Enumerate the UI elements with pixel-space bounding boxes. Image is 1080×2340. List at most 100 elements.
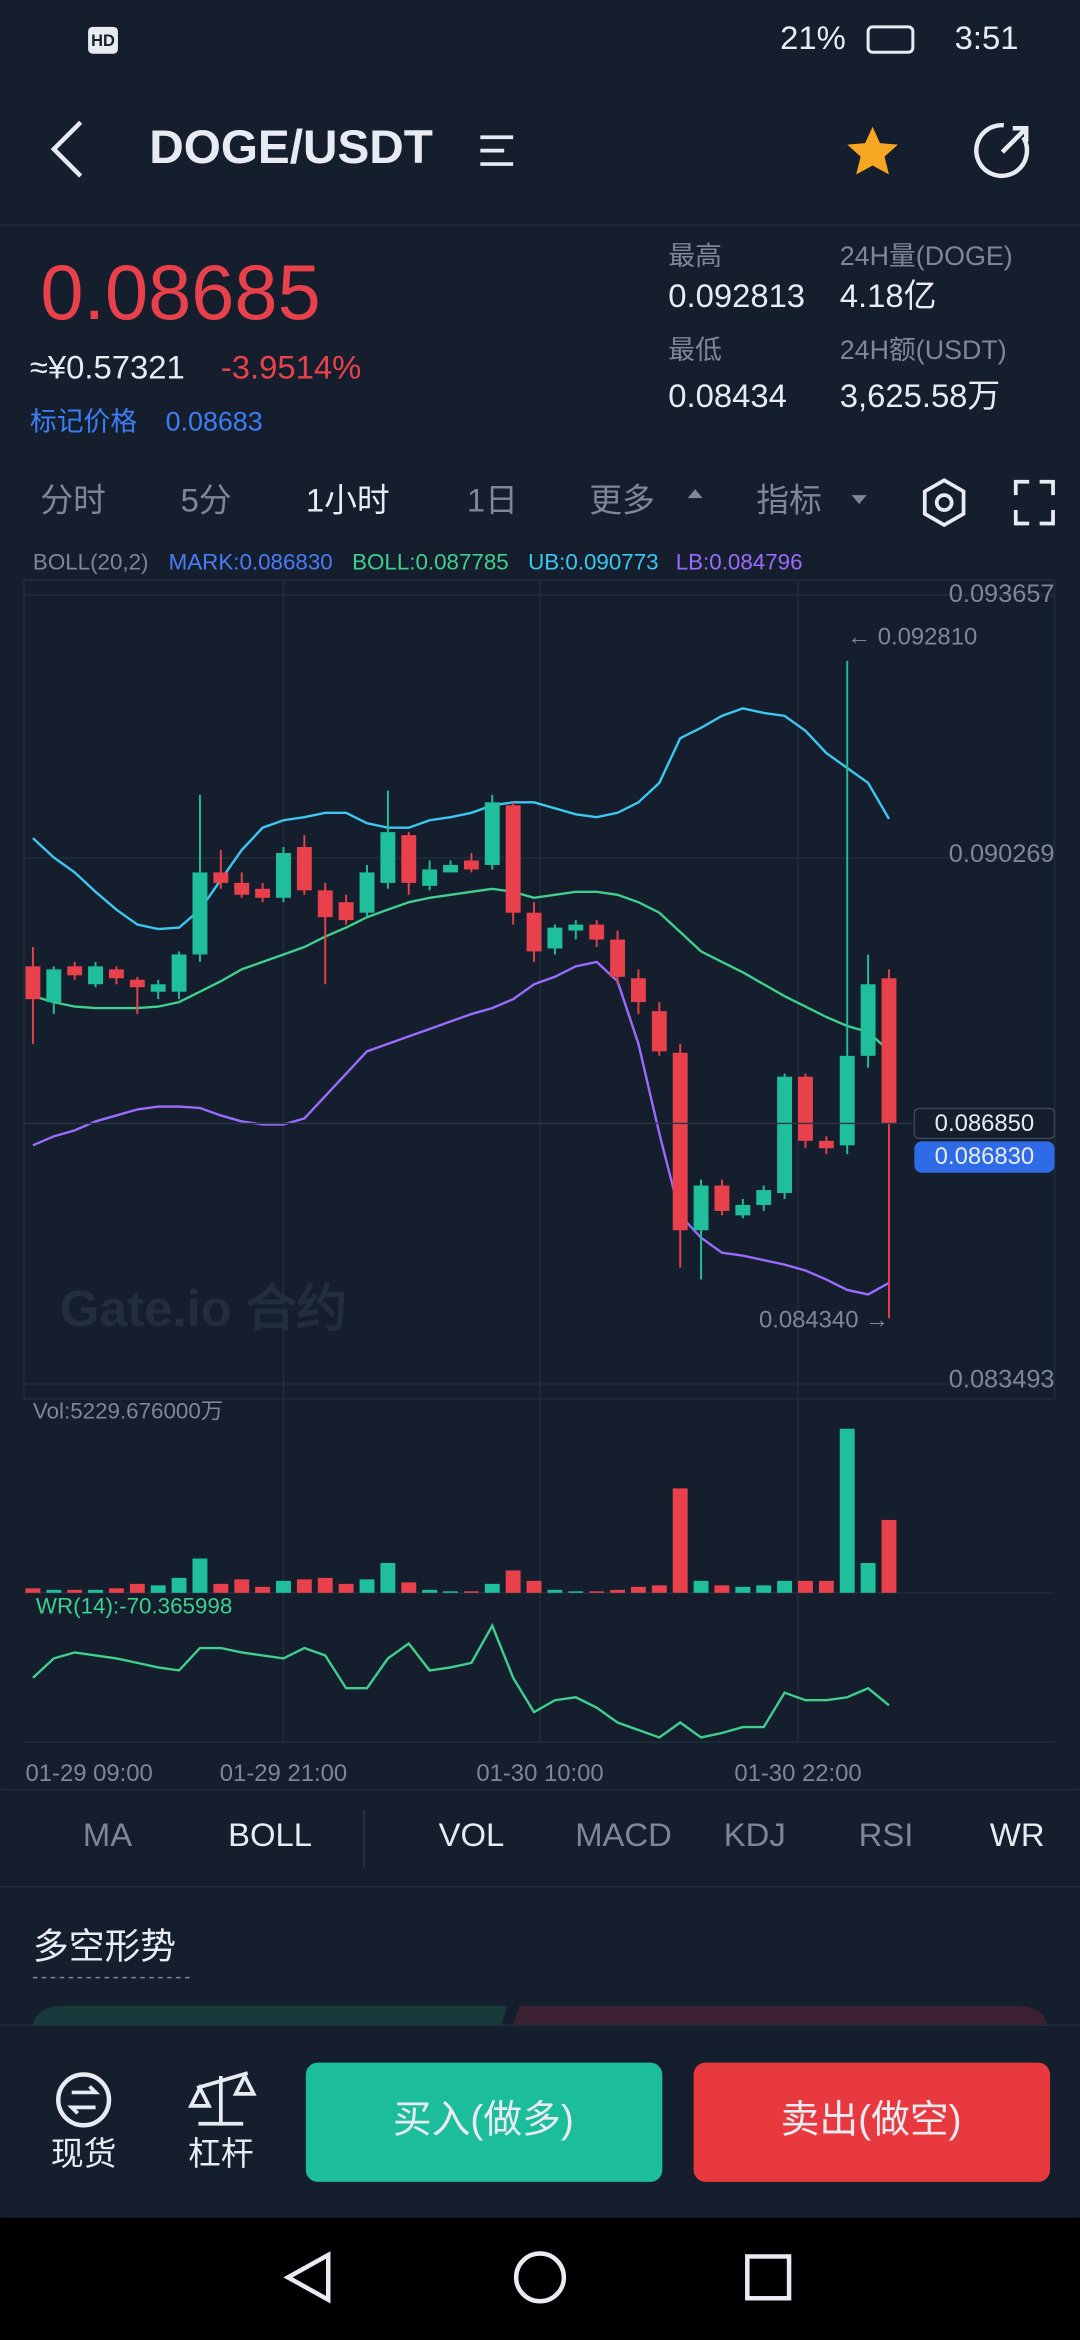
candle-body — [88, 966, 104, 985]
nav-label[interactable]: 现货 — [51, 2135, 117, 2172]
volume-bar — [192, 1558, 208, 1593]
volume-bar — [276, 1580, 291, 1593]
candle-body — [860, 984, 876, 1056]
spot-icon[interactable] — [56, 2072, 112, 2128]
indicator-tab[interactable]: MA — [83, 1816, 132, 1853]
clock: 3:51 — [955, 19, 1019, 56]
indicator-legend: BOLL:0.087785 — [352, 550, 509, 575]
hd-badge — [88, 26, 118, 54]
volume-bar — [610, 1589, 626, 1593]
volume-bar — [317, 1577, 333, 1593]
nav-recent[interactable] — [745, 2254, 792, 2301]
status-badge: HD — [91, 32, 115, 50]
candle-body — [526, 912, 542, 952]
volume-bar — [777, 1580, 793, 1593]
back-button[interactable] — [50, 120, 83, 178]
buy-button[interactable] — [305, 2062, 663, 2182]
volume-bar — [756, 1585, 772, 1593]
pair-title[interactable]: DOGE/USDT — [149, 121, 433, 174]
candle-body — [568, 924, 584, 931]
stat-label: 最高 — [668, 241, 722, 271]
interval-tab[interactable]: 分时 — [40, 481, 106, 518]
indicator-tab[interactable]: WR — [990, 1816, 1045, 1853]
candle-body — [547, 927, 563, 949]
dropdown-arrow — [687, 489, 703, 499]
candle-body — [443, 864, 458, 873]
settings-icon[interactable] — [922, 478, 966, 528]
share-icon[interactable] — [974, 123, 1030, 179]
candle-body — [463, 860, 479, 870]
stat-value: 3,625.58万 — [840, 377, 1000, 414]
volume-bar — [255, 1586, 271, 1593]
candle-body — [484, 802, 500, 865]
candle-body — [651, 1011, 667, 1052]
candle-body — [589, 924, 605, 940]
indicator-tab[interactable]: BOLL — [228, 1816, 312, 1853]
short-bar — [513, 2005, 1048, 2026]
indicator-legend: UB:0.090773 — [528, 550, 659, 575]
candle-body — [234, 882, 250, 895]
section-title: 多空形势 — [33, 1927, 176, 1967]
indicator-legend: MARK:0.086830 — [169, 550, 333, 575]
x-tick-label: 01-30 10:00 — [476, 1760, 603, 1787]
volume-bar — [693, 1580, 709, 1593]
volume-bar — [735, 1586, 751, 1593]
stat-value: 4.18亿 — [840, 277, 937, 314]
boll-line — [32, 887, 890, 1052]
buy-label[interactable]: 买入(做多) — [393, 2098, 574, 2141]
favorite-star[interactable] — [847, 126, 898, 175]
sell-button[interactable] — [693, 2062, 1051, 2182]
candle-body — [108, 969, 124, 979]
price-tag-label: 0.086830 — [935, 1143, 1035, 1170]
wr-line — [32, 1622, 890, 1739]
interval-tab[interactable]: 1小时 — [306, 481, 390, 518]
candle-body — [693, 1185, 709, 1231]
volume-bar — [547, 1589, 563, 1593]
nav-back[interactable] — [283, 2251, 331, 2304]
candle-body — [630, 978, 646, 1003]
price-tag-label: 0.086850 — [935, 1110, 1035, 1137]
nav-label[interactable]: 杠杆 — [188, 2135, 254, 2172]
interval-tab[interactable]: 指标 — [756, 481, 822, 518]
settings-icon — [934, 493, 954, 512]
battery-icon — [866, 25, 915, 54]
indicator-tab[interactable]: VOL — [439, 1816, 505, 1853]
candle-body — [46, 969, 62, 1003]
pair-menu-icon[interactable] — [480, 135, 514, 166]
volume-bar — [860, 1562, 876, 1593]
volume-bar — [401, 1582, 417, 1593]
candle-body — [505, 805, 521, 913]
margin-icon[interactable] — [187, 2071, 257, 2126]
volume-bar — [234, 1579, 250, 1593]
sell-label[interactable]: 卖出(做空) — [781, 2098, 962, 2141]
indicator-tab[interactable]: KDJ — [724, 1816, 786, 1853]
volume-bar — [463, 1591, 479, 1593]
interval-tab[interactable]: 1日 — [467, 481, 518, 518]
volume-bar — [881, 1519, 897, 1593]
volume-bar — [129, 1583, 145, 1593]
candle-body — [777, 1076, 793, 1193]
stat-label: 24H额(USDT) — [840, 335, 1007, 365]
nav-home[interactable] — [513, 2251, 567, 2304]
volume-bar — [88, 1589, 104, 1593]
boll-line — [32, 960, 890, 1296]
interval-tab[interactable]: 更多 — [589, 481, 655, 518]
candle-body — [296, 847, 312, 891]
interval-tab[interactable]: 5分 — [181, 481, 232, 518]
candle-body — [338, 902, 354, 921]
indicator-tab[interactable]: RSI — [859, 1816, 914, 1853]
long-bar — [32, 2005, 508, 2026]
x-tick-label: 01-30 22:00 — [734, 1760, 861, 1787]
fullscreen-icon[interactable] — [1013, 479, 1055, 526]
candle-body — [67, 966, 83, 976]
x-tick-label: 01-29 09:00 — [25, 1760, 152, 1787]
spot-icon — [67, 2085, 101, 2115]
indicator-tab[interactable]: MACD — [575, 1816, 672, 1853]
dropdown-arrow — [851, 495, 867, 505]
candle-body — [213, 872, 229, 883]
volume-bar — [25, 1588, 41, 1593]
low-annotation: 0.084340 → — [759, 1307, 889, 1334]
indicator-legend: BOLL(20,2) — [33, 550, 149, 575]
volume-bar — [213, 1583, 229, 1593]
